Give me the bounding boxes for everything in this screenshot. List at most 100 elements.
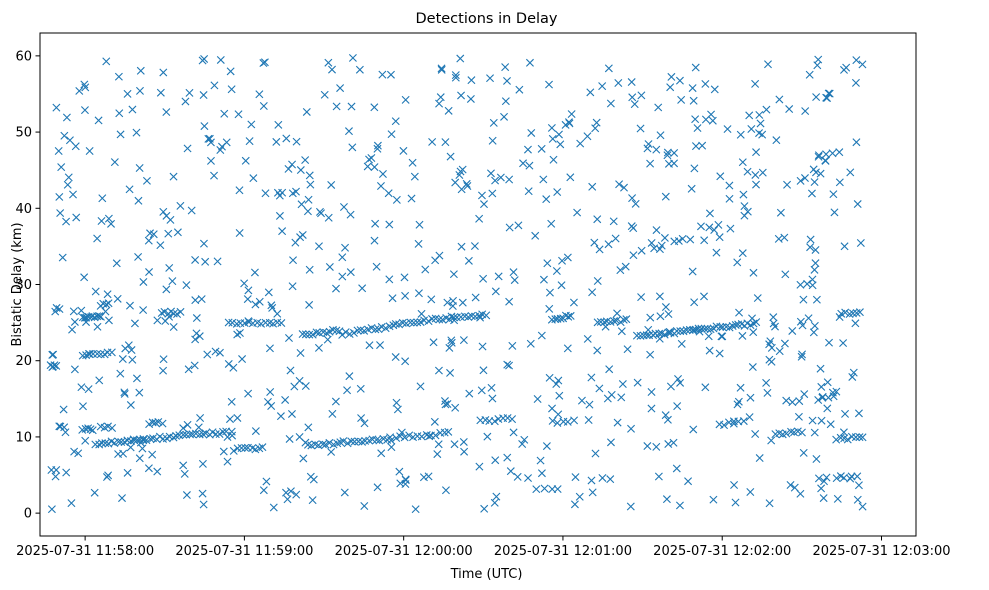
detection-point (835, 313, 844, 322)
detection-point (525, 58, 534, 67)
detection-point (654, 103, 663, 112)
detection-point (260, 58, 269, 67)
detection-point (545, 288, 554, 297)
detection-point (323, 335, 332, 344)
detection-point (393, 405, 402, 414)
detection-point (228, 318, 237, 327)
detection-point (604, 240, 613, 249)
detection-point (688, 267, 697, 276)
detection-point (123, 89, 132, 98)
detection-point (739, 190, 748, 199)
detection-point (846, 474, 855, 483)
detection-point (451, 71, 460, 80)
detection-point (604, 64, 613, 73)
detection-point (47, 466, 56, 474)
detection-point (515, 85, 524, 94)
detection-point (226, 67, 235, 76)
detection-point (400, 273, 409, 282)
detection-point (225, 415, 234, 424)
detection-point (371, 219, 380, 228)
detection-point (272, 137, 281, 146)
detection-point (428, 137, 437, 146)
detection-point (743, 167, 752, 176)
detection-point (370, 163, 379, 172)
detection-point (391, 117, 400, 126)
detection-point (630, 100, 639, 109)
detection-point (755, 454, 764, 463)
detection-point (476, 313, 485, 322)
detection-point (434, 366, 443, 375)
detection-point (524, 187, 533, 196)
detection-point (540, 484, 549, 493)
detection-point (135, 86, 144, 95)
detection-point (54, 146, 63, 155)
detection-point (192, 314, 201, 323)
detection-point (328, 325, 337, 334)
detection-point (800, 390, 809, 399)
detection-point (799, 448, 808, 457)
detection-point (647, 404, 656, 413)
detection-point (288, 160, 297, 169)
detection-point (286, 487, 295, 496)
detection-point (740, 202, 749, 211)
plot-frame (39, 32, 917, 537)
detection-point (716, 172, 725, 181)
detection-point (470, 242, 479, 251)
detection-point (332, 102, 341, 111)
detection-point (774, 234, 783, 243)
detection-point (95, 312, 104, 321)
detection-point (244, 286, 253, 295)
detection-point (460, 447, 469, 456)
detection-point (783, 180, 792, 189)
detection-point (660, 330, 669, 339)
detection-point (168, 277, 177, 286)
detection-point (391, 319, 400, 328)
detection-point (808, 416, 817, 425)
detection-point (652, 226, 661, 235)
detection-point (292, 137, 301, 146)
detection-point (646, 350, 655, 359)
detection-point (266, 388, 275, 396)
detection-point (678, 234, 687, 243)
detection-point (451, 178, 460, 187)
detection-point (332, 284, 340, 293)
detection-point (318, 440, 327, 449)
detection-point (69, 307, 78, 316)
y-tick-label: 20 (15, 354, 32, 369)
detection-point (843, 435, 852, 444)
detection-point (434, 440, 443, 449)
detection-point (145, 268, 154, 277)
detection-point (62, 113, 71, 122)
detection-point (341, 328, 350, 337)
detection-point (487, 383, 496, 392)
detection-point (104, 471, 113, 480)
detection-point (436, 93, 445, 102)
detection-point (259, 102, 268, 110)
detection-point (264, 288, 273, 297)
detection-point (814, 151, 823, 160)
detection-point (650, 244, 659, 253)
detection-point (853, 200, 862, 209)
detection-point (112, 259, 121, 268)
detection-point (443, 298, 452, 307)
detection-point (222, 138, 231, 147)
detection-point (806, 243, 815, 252)
detection-point (755, 110, 764, 119)
detection-point (491, 176, 500, 185)
detection-point (372, 262, 381, 271)
detection-point (545, 373, 554, 382)
detection-point (68, 325, 77, 334)
detection-point (179, 461, 188, 470)
detection-point (818, 393, 827, 402)
detection-point (114, 437, 123, 446)
detection-point (557, 281, 566, 290)
detection-point (96, 350, 105, 359)
detection-point (234, 110, 243, 119)
detection-point (134, 252, 143, 261)
detection-point (346, 268, 355, 277)
detection-point (531, 231, 540, 240)
detection-point (182, 281, 191, 290)
detection-point (224, 359, 233, 368)
detection-point (414, 239, 423, 248)
detection-point (781, 270, 790, 279)
